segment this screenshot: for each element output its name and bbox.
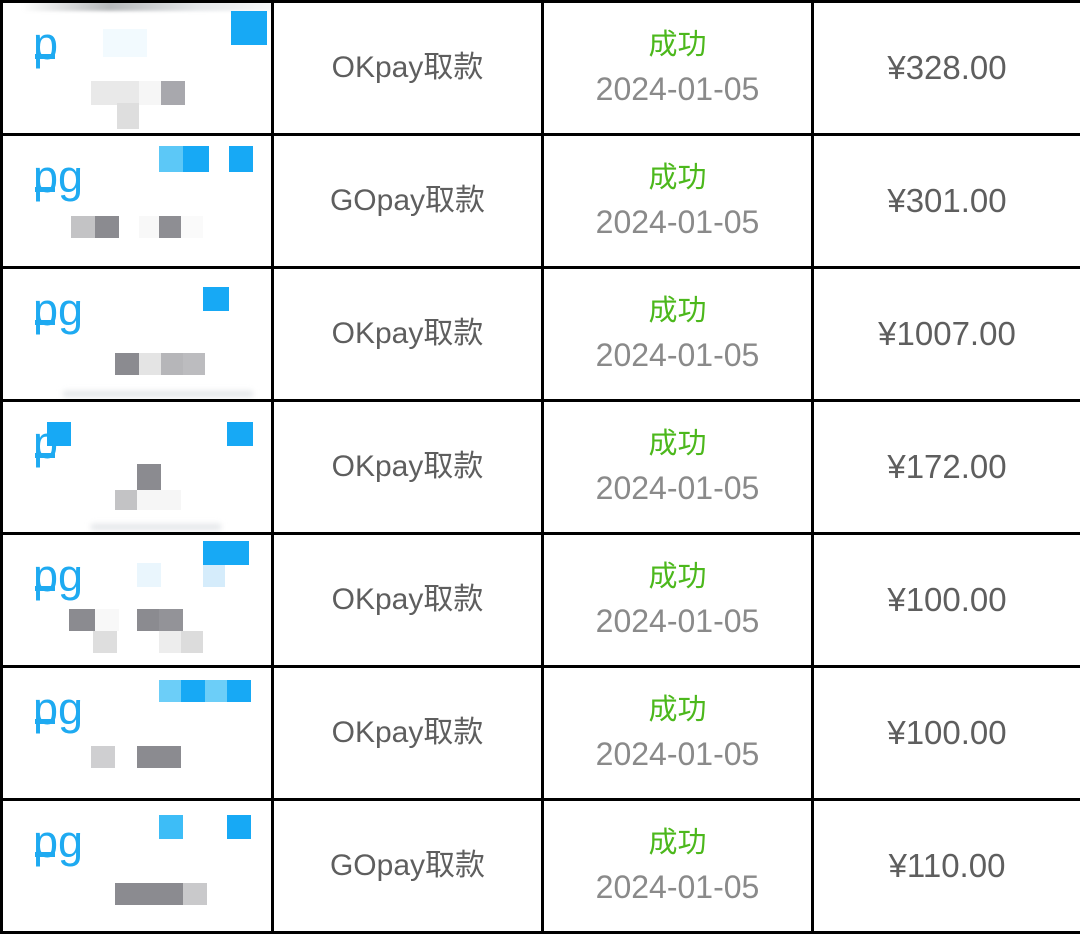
method-cell: OKpay取款: [273, 401, 543, 534]
redacted-username: pg: [3, 269, 271, 399]
user-cell[interactable]: pg: [2, 667, 273, 800]
transaction-date: 2024-01-05: [544, 332, 811, 378]
status-cell: 成功 2024-01-05: [543, 2, 813, 135]
transaction-date: 2024-01-05: [544, 66, 811, 112]
transaction-date: 2024-01-05: [544, 199, 811, 245]
table-row[interactable]: pg GOpay取款 成功: [2, 135, 1080, 268]
user-cell[interactable]: pg: [2, 268, 273, 401]
status-cell: 成功 2024-01-05: [543, 534, 813, 667]
redacted-username-label: pg: [33, 553, 83, 598]
method-cell: OKpay取款: [273, 534, 543, 667]
redacted-username-label: pg: [33, 154, 83, 199]
blur-artifact-icon: [23, 3, 271, 11]
amount-cell: ¥100.00: [813, 534, 1080, 667]
method-cell: OKpay取款: [273, 2, 543, 135]
table-row[interactable]: p OKpay取款 成功 2024-01-05: [2, 2, 1080, 135]
redacted-username-label: pg: [33, 819, 83, 864]
status-badge: 成功: [544, 556, 811, 598]
table-row[interactable]: pg OKpay取款 成功 2024-01-05: [2, 667, 1080, 800]
user-cell[interactable]: p: [2, 401, 273, 534]
amount-cell: ¥110.00: [813, 800, 1080, 933]
transaction-date: 2024-01-05: [544, 731, 811, 777]
amount-cell: ¥100.00: [813, 667, 1080, 800]
user-cell[interactable]: p: [2, 2, 273, 135]
status-badge: 成功: [544, 423, 811, 465]
method-cell: OKpay取款: [273, 268, 543, 401]
amount-cell: ¥328.00: [813, 2, 1080, 135]
status-cell: 成功 2024-01-05: [543, 401, 813, 534]
redacted-username: pg: [3, 535, 271, 665]
status-cell: 成功 2024-01-05: [543, 135, 813, 268]
transaction-date: 2024-01-05: [544, 864, 811, 910]
status-badge: 成功: [544, 24, 811, 66]
transaction-date: 2024-01-05: [544, 598, 811, 644]
method-cell: OKpay取款: [273, 667, 543, 800]
table-row[interactable]: pg GOpay取款 成功 2024-01-05 ¥110.00: [2, 800, 1080, 933]
method-cell: GOpay取款: [273, 800, 543, 933]
amount-cell: ¥301.00: [813, 135, 1080, 268]
redacted-username: pg: [3, 801, 271, 931]
table-row[interactable]: p OKpay取款 成功 2024-01-05: [2, 401, 1080, 534]
table-row[interactable]: pg OKpay取款 成功 2024-01-05: [2, 268, 1080, 401]
status-cell: 成功 2024-01-05: [543, 667, 813, 800]
amount-cell: ¥1007.00: [813, 268, 1080, 401]
status-badge: 成功: [544, 822, 811, 864]
amount-cell: ¥172.00: [813, 401, 1080, 534]
status-badge: 成功: [544, 689, 811, 731]
user-cell[interactable]: pg: [2, 534, 273, 667]
table-row[interactable]: pg OKpay取款: [2, 534, 1080, 667]
redacted-username-label: pg: [33, 686, 83, 731]
redacted-username-label: pg: [33, 287, 83, 332]
redacted-username: pg: [3, 136, 271, 266]
status-badge: 成功: [544, 290, 811, 332]
user-cell[interactable]: pg: [2, 800, 273, 933]
status-cell: 成功 2024-01-05: [543, 800, 813, 933]
user-cell[interactable]: pg: [2, 135, 273, 268]
redacted-username: p: [3, 3, 271, 133]
status-badge: 成功: [544, 157, 811, 199]
status-cell: 成功 2024-01-05: [543, 268, 813, 401]
redacted-username-label: p: [33, 21, 58, 66]
redacted-username: p: [3, 402, 271, 532]
transaction-date: 2024-01-05: [544, 465, 811, 511]
method-cell: GOpay取款: [273, 135, 543, 268]
redacted-username: pg: [3, 668, 271, 798]
